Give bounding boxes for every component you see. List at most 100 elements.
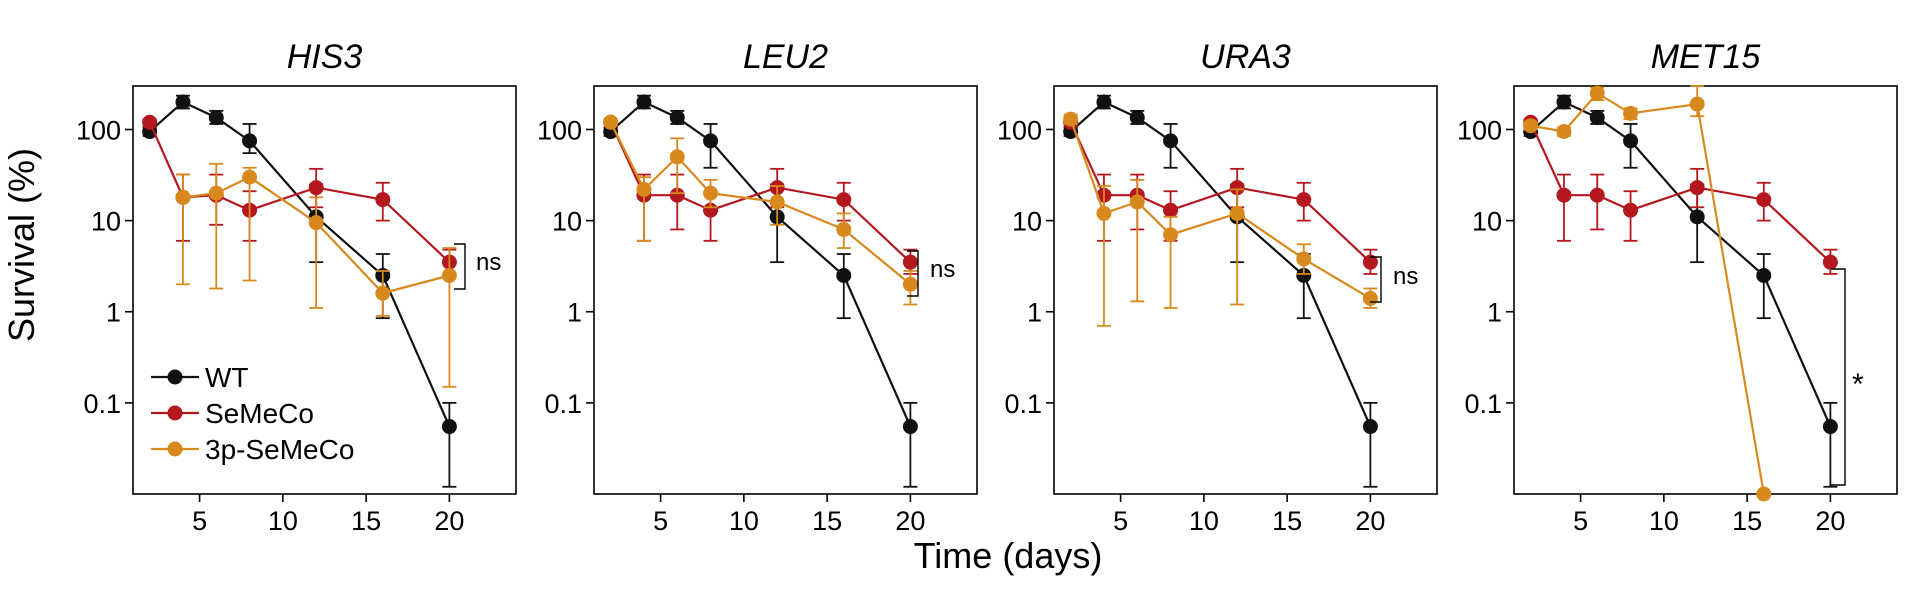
data-point-semeco [1589, 187, 1605, 203]
y-tick-label: 10 [1472, 207, 1502, 237]
panel-met15: MET15 5 10 15 20 0.1 1 10 100 * [1457, 38, 1898, 536]
series-line-3p-semeco [1069, 118, 1371, 300]
series-line-wt [609, 100, 912, 427]
data-point-3p-semeco [836, 221, 852, 237]
significance-label: ns [476, 249, 501, 276]
panel-ura3: URA3 5 10 15 20 0.1 1 10 100 ns [997, 38, 1438, 536]
legend-label-semeco: SeMeCo [205, 398, 314, 429]
data-point-wt [1296, 267, 1312, 283]
y-tick-label: 10 [552, 207, 582, 237]
y-tick-label: 0.1 [1464, 389, 1502, 419]
y-axis-title: Survival (%) [1, 148, 42, 342]
y-tick-label: 0.1 [1004, 389, 1042, 419]
significance-bracket [1831, 268, 1846, 486]
series-wt [1523, 94, 1838, 488]
data-point-3p-semeco [1689, 96, 1705, 112]
data-point-wt [836, 267, 852, 283]
y-tick-label: 10 [1012, 207, 1042, 237]
x-tick-label: 10 [268, 506, 298, 536]
data-point-3p-semeco [208, 185, 224, 201]
data-point-3p-semeco [175, 189, 191, 205]
x-tick-label: 5 [1573, 506, 1588, 536]
x-tick-label: 5 [653, 506, 668, 536]
plot-frame [132, 85, 517, 495]
data-point-3p-semeco [1756, 486, 1772, 502]
data-point-semeco [142, 114, 158, 130]
series-3p-semeco [603, 114, 918, 306]
series-wt [1063, 94, 1378, 488]
data-point-semeco [1229, 180, 1245, 196]
significance-bracket [454, 243, 466, 290]
data-point-wt [1822, 419, 1838, 435]
data-point-wt [669, 110, 685, 126]
data-point-semeco [1296, 192, 1312, 208]
data-point-wt [1096, 94, 1112, 110]
significance-label: ns [1393, 263, 1418, 290]
legend-label-3p-semeco: 3p-SeMeCo [205, 434, 354, 465]
data-point-3p-semeco [1129, 194, 1145, 210]
panel-leu2: LEU2 5 10 15 20 0.1 1 10 100 ns [537, 38, 978, 536]
y-tick-label: 1 [1487, 298, 1502, 328]
series-line-semeco [1069, 121, 1372, 264]
series-line-3p-semeco [609, 121, 912, 286]
data-point-wt [636, 94, 652, 110]
series-line-semeco [609, 121, 912, 264]
y-tick-label: 10 [91, 207, 121, 237]
series-semeco [1063, 114, 1378, 275]
x-tick-label: 15 [1272, 506, 1302, 536]
data-point-3p-semeco [1163, 227, 1179, 243]
data-point-3p-semeco [1362, 290, 1378, 306]
series-line-wt [1069, 100, 1372, 427]
data-point-semeco [1623, 202, 1639, 218]
data-point-3p-semeco [441, 267, 457, 283]
legend-marker-3p-semeco [167, 441, 183, 457]
y-tick-label: 0.1 [544, 389, 582, 419]
series-line-wt [1529, 100, 1832, 427]
data-point-semeco [1362, 254, 1378, 270]
data-point-semeco [902, 254, 918, 270]
series-3p-semeco [1063, 111, 1378, 327]
data-point-semeco [1556, 187, 1572, 203]
series-line-3p-semeco [1530, 91, 1765, 495]
data-point-3p-semeco [242, 169, 258, 185]
legend-label-wt: WT [205, 362, 249, 393]
x-tick-label: 20 [895, 506, 925, 536]
series-semeco [1523, 114, 1838, 275]
data-point-3p-semeco [1556, 124, 1572, 140]
plot-frame [1053, 85, 1438, 495]
data-point-wt [1756, 267, 1772, 283]
x-tick-label: 10 [1189, 506, 1219, 536]
series-3p-semeco [1523, 85, 1772, 502]
data-point-wt [1589, 110, 1605, 126]
y-tick-label: 1 [106, 298, 121, 328]
data-point-semeco [1689, 180, 1705, 196]
data-point-3p-semeco [636, 181, 652, 197]
y-tick-label: 1 [567, 298, 582, 328]
x-tick-label: 20 [434, 506, 464, 536]
significance-bracket [1370, 256, 1382, 303]
data-point-wt [1689, 209, 1705, 225]
significance-label: * [1852, 368, 1864, 401]
legend-marker-semeco [167, 405, 183, 421]
data-point-3p-semeco [1523, 118, 1539, 134]
x-tick-label: 10 [729, 506, 759, 536]
data-point-wt [1623, 133, 1639, 149]
panel-his3: HIS3 5 10 15 20 0.1 1 10 100 ns [76, 38, 517, 536]
data-point-3p-semeco [1296, 251, 1312, 267]
data-point-3p-semeco [769, 194, 785, 210]
data-point-wt [703, 133, 719, 149]
data-point-semeco [1756, 192, 1772, 208]
data-point-3p-semeco [375, 285, 391, 301]
x-tick-label: 20 [1815, 506, 1845, 536]
data-point-3p-semeco [1623, 105, 1639, 121]
x-tick-label: 5 [1113, 506, 1128, 536]
data-point-semeco [308, 180, 324, 196]
y-tick-label: 100 [1457, 115, 1502, 145]
data-point-wt [441, 419, 457, 435]
significance-bracket [907, 250, 919, 297]
series-line-semeco [148, 121, 451, 264]
series-3p-semeco [175, 162, 457, 388]
panel-title: HIS3 [287, 38, 363, 76]
x-tick-label: 10 [1649, 506, 1679, 536]
